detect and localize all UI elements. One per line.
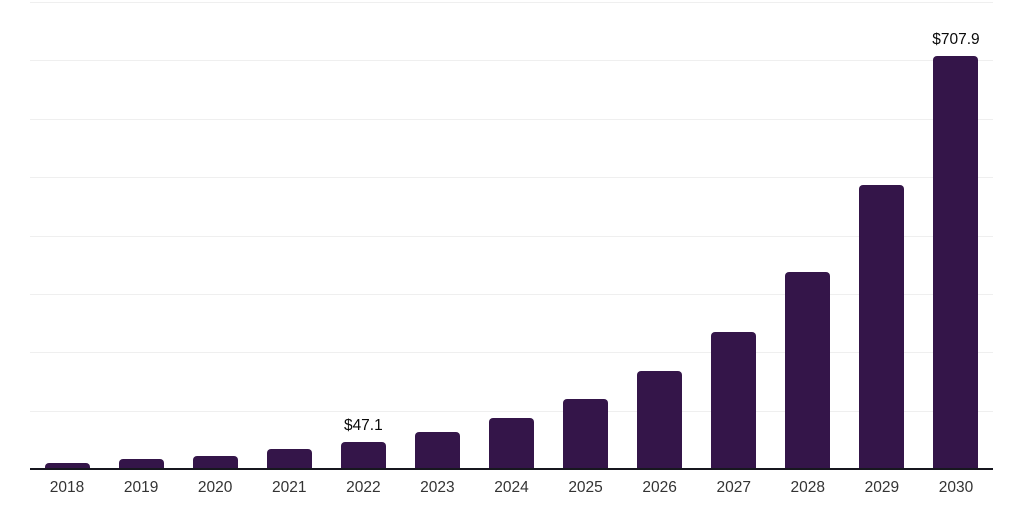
bar-2023[interactable]	[414, 431, 460, 469]
bar-2019[interactable]	[118, 459, 164, 469]
x-axis-labels: 2018 2019 2020 2021 2022 2023 2024 2025 2026 2027…	[30, 479, 993, 503]
bar-value-label-2030: $707.9	[932, 30, 980, 48]
x-tick-2024: 2024	[494, 479, 529, 496]
gridline	[30, 410, 993, 412]
bar-2022[interactable]	[340, 441, 386, 469]
x-tick-2027: 2027	[716, 479, 751, 496]
x-tick-2023: 2023	[420, 479, 455, 496]
x-tick-2028: 2028	[790, 479, 826, 496]
bar-2021[interactable]	[266, 449, 312, 469]
x-tick-2019: 2019	[123, 479, 159, 496]
bar-2028[interactable]	[785, 272, 831, 469]
gridline	[30, 60, 993, 62]
bar-2026[interactable]	[637, 370, 683, 469]
x-tick-2021: 2021	[272, 479, 307, 496]
bar-2018[interactable]	[44, 462, 90, 469]
x-tick-2025: 2025	[568, 479, 603, 496]
x-tick-2022: 2022	[346, 479, 381, 496]
bar-2029[interactable]	[859, 184, 905, 469]
plot-area: $47.1 $707.9	[30, 2, 993, 470]
gridline	[30, 352, 993, 354]
x-tick-2018: 2018	[49, 479, 85, 496]
bar-2027[interactable]	[711, 331, 757, 469]
bar-2020[interactable]	[192, 455, 238, 469]
bar-2025[interactable]	[563, 398, 609, 469]
gridline	[30, 235, 993, 237]
gridline	[30, 2, 993, 3]
gridline	[30, 177, 993, 179]
x-tick-2029: 2029	[864, 479, 900, 496]
x-tick-2020: 2020	[197, 479, 233, 496]
bar-value-label-2022: $47.1	[343, 416, 383, 434]
bar-2024[interactable]	[489, 418, 534, 469]
x-tick-2030: 2030	[938, 479, 974, 496]
x-axis-line	[30, 468, 993, 470]
gridline	[30, 293, 993, 295]
x-tick-2026: 2026	[642, 479, 677, 496]
bar-2030[interactable]	[933, 55, 979, 469]
gridline	[30, 118, 993, 120]
